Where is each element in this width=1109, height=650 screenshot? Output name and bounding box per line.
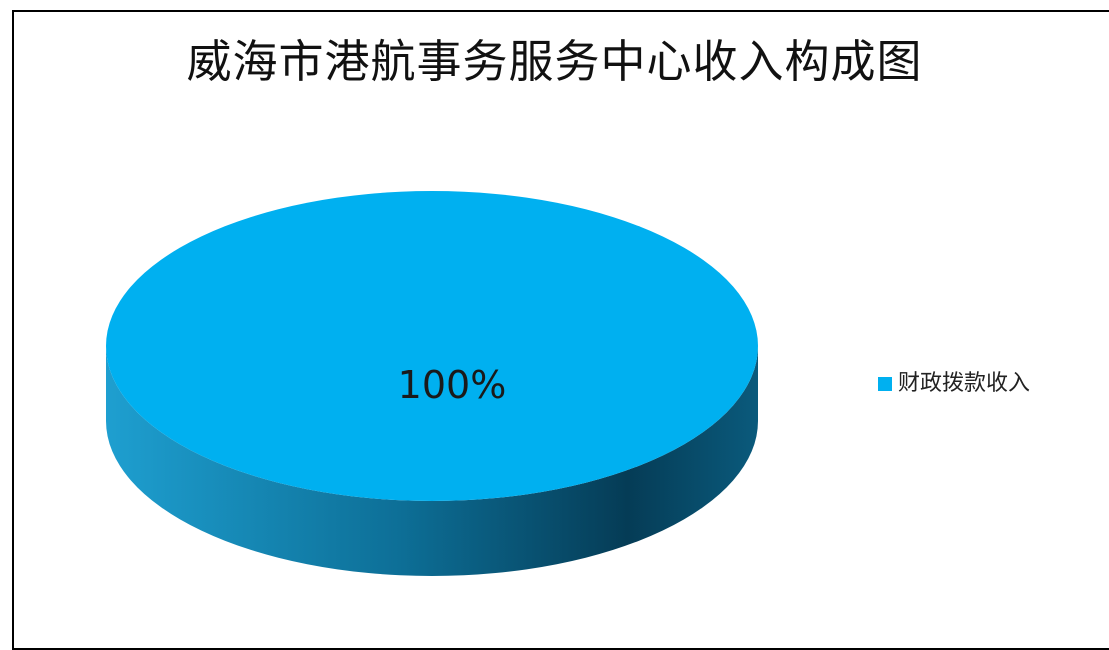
pie-slice-side bbox=[106, 346, 758, 576]
legend-swatch bbox=[878, 377, 892, 391]
pie-group: 100% bbox=[106, 191, 758, 576]
pie-slice bbox=[106, 191, 758, 501]
legend: 财政拨款收入 bbox=[878, 370, 1030, 398]
chart-title: 威海市港航事务服务中心收入构成图 bbox=[186, 35, 923, 88]
pie-chart: 100% bbox=[106, 191, 758, 576]
legend-label: 财政拨款收入 bbox=[898, 371, 1031, 396]
pie-data-label: 100% bbox=[398, 363, 507, 407]
